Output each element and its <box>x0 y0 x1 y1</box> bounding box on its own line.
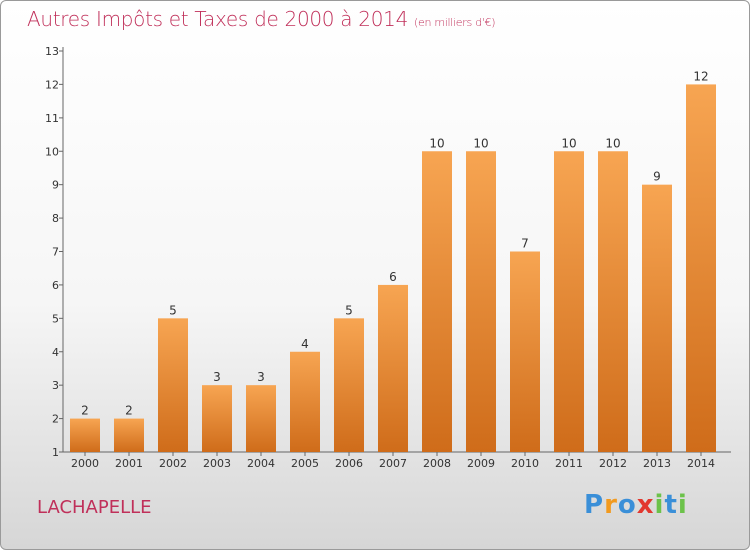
chart-bars <box>70 84 716 453</box>
bar <box>510 251 540 452</box>
x-tick-label: 2002 <box>159 457 187 470</box>
logo-letter: r <box>604 490 618 520</box>
data-label: 10 <box>605 136 620 150</box>
y-tick-label: 13 <box>45 45 59 58</box>
logo-letter: t <box>664 490 678 520</box>
data-label: 9 <box>653 170 661 184</box>
bar <box>158 318 188 452</box>
bar <box>378 284 408 452</box>
data-label: 2 <box>125 404 133 418</box>
data-label: 6 <box>389 270 397 284</box>
logo-letter: i <box>677 490 688 520</box>
bar <box>246 385 276 452</box>
x-tick-label: 2003 <box>203 457 231 470</box>
bar <box>334 318 364 452</box>
data-label: 7 <box>521 237 529 251</box>
x-tick-label: 2004 <box>247 457 275 470</box>
y-tick-label: 7 <box>52 246 59 259</box>
x-tick-label: 2011 <box>555 457 583 470</box>
x-tick-label: 2013 <box>643 457 671 470</box>
bar <box>202 385 232 452</box>
data-label: 10 <box>561 136 576 150</box>
y-tick-label: 6 <box>52 279 59 292</box>
logo-letter: P <box>584 490 605 520</box>
commune-name: LACHAPELLE <box>37 497 152 518</box>
bar <box>642 184 672 452</box>
y-tick-label: 11 <box>45 112 59 125</box>
y-tick-label: 2 <box>52 413 59 426</box>
x-tick-label: 2010 <box>511 457 539 470</box>
x-tick-label: 2005 <box>291 457 319 470</box>
x-tick-label: 2009 <box>467 457 495 470</box>
chart-title: Autres Impôts et Taxes de 2000 à 2014 (en… <box>27 7 495 31</box>
y-tick-label: 10 <box>45 145 59 158</box>
x-tick-label: 2000 <box>71 457 99 470</box>
data-label: 12 <box>693 69 708 83</box>
x-tick-label: 2006 <box>335 457 363 470</box>
chart-labels: 2 2 5 3 3 4 5 6 10 10 7 10 10 9 12 <box>81 69 708 417</box>
bar <box>70 418 100 452</box>
bar <box>290 351 320 452</box>
y-tick-label: 8 <box>52 212 59 225</box>
x-tick-label: 2014 <box>687 457 715 470</box>
data-label: 2 <box>81 404 89 418</box>
bar <box>422 151 452 452</box>
bar <box>114 418 144 452</box>
bar <box>554 151 584 452</box>
data-label: 4 <box>301 337 309 351</box>
logo-letter: o <box>617 490 637 520</box>
data-label: 3 <box>213 370 221 384</box>
y-tick-label: 12 <box>45 78 59 91</box>
bar <box>598 151 628 452</box>
chart-unit: (en milliers d'€) <box>414 16 496 29</box>
proxiti-logo: Proxiti <box>584 490 688 520</box>
logo-letter: x <box>636 490 655 520</box>
data-label: 10 <box>473 136 488 150</box>
y-tick-label: 1 <box>52 446 59 459</box>
x-tick-label: 2007 <box>379 457 407 470</box>
data-label: 3 <box>257 370 265 384</box>
data-label: 5 <box>345 303 353 317</box>
bar <box>466 151 496 452</box>
logo-letter: i <box>654 490 665 520</box>
y-tick-label: 9 <box>52 179 59 192</box>
y-tick-label: 4 <box>52 346 59 359</box>
data-label: 10 <box>429 136 444 150</box>
chart-title-text: Autres Impôts et Taxes de 2000 à 2014 <box>27 7 408 31</box>
x-tick-label: 2012 <box>599 457 627 470</box>
y-tick-label: 5 <box>52 312 59 325</box>
bar <box>686 84 716 453</box>
x-tick-label: 2001 <box>115 457 143 470</box>
x-tick-label: 2008 <box>423 457 451 470</box>
y-tick-label: 3 <box>52 379 59 392</box>
data-label: 5 <box>169 303 177 317</box>
